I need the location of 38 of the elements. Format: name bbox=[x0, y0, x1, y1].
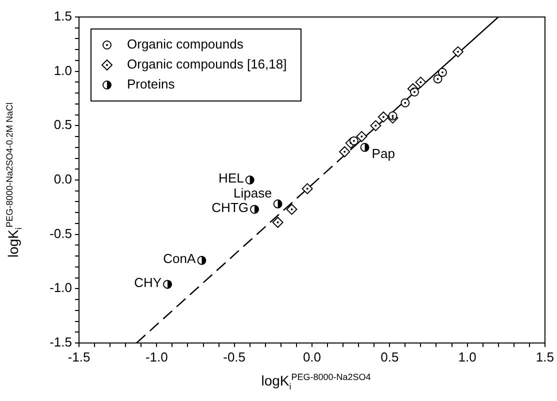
x-tick-label: 1.5 bbox=[536, 349, 554, 364]
x-tick-label: -1.5 bbox=[68, 349, 90, 364]
point bbox=[349, 136, 358, 146]
y-tick-label: 1.5 bbox=[54, 8, 72, 24]
point bbox=[286, 204, 298, 215]
point bbox=[339, 146, 350, 158]
y-tick-label: 0.5 bbox=[54, 117, 72, 132]
legend-label: Organic compounds [16,18] bbox=[127, 56, 287, 72]
point bbox=[388, 111, 398, 120]
point bbox=[370, 120, 382, 132]
legend-label: Proteins bbox=[127, 76, 176, 92]
point bbox=[452, 46, 464, 58]
x-tick-label: 0.0 bbox=[302, 349, 322, 364]
point bbox=[302, 183, 313, 194]
point bbox=[433, 74, 442, 84]
x-tick-label: -1.0 bbox=[145, 349, 168, 364]
data-label: ConA bbox=[163, 250, 196, 266]
point bbox=[272, 216, 284, 228]
point bbox=[415, 76, 426, 88]
data-label: HEL bbox=[218, 170, 244, 186]
y-tick-label: -1.0 bbox=[50, 280, 72, 296]
x-tick-label: -0.5 bbox=[223, 349, 246, 364]
x-tick-label: 0.5 bbox=[380, 349, 399, 364]
y-tick-label: 1.0 bbox=[54, 62, 72, 78]
data-label: CHY bbox=[134, 274, 162, 290]
x-tick-label: 1.0 bbox=[458, 349, 476, 364]
y-tick-label: -1.5 bbox=[50, 334, 72, 350]
data-label: Pap bbox=[372, 146, 395, 161]
point bbox=[356, 131, 368, 142]
point bbox=[410, 87, 419, 96]
data-label: Lipase bbox=[234, 185, 272, 200]
y-tick-label: 0.0 bbox=[54, 172, 72, 187]
point bbox=[378, 111, 389, 122]
point bbox=[400, 98, 410, 108]
data-label: CHTG bbox=[212, 200, 249, 215]
point bbox=[438, 68, 447, 77]
y-tick-label: -0.5 bbox=[50, 226, 72, 241]
legend-label: Organic compounds bbox=[127, 36, 244, 52]
